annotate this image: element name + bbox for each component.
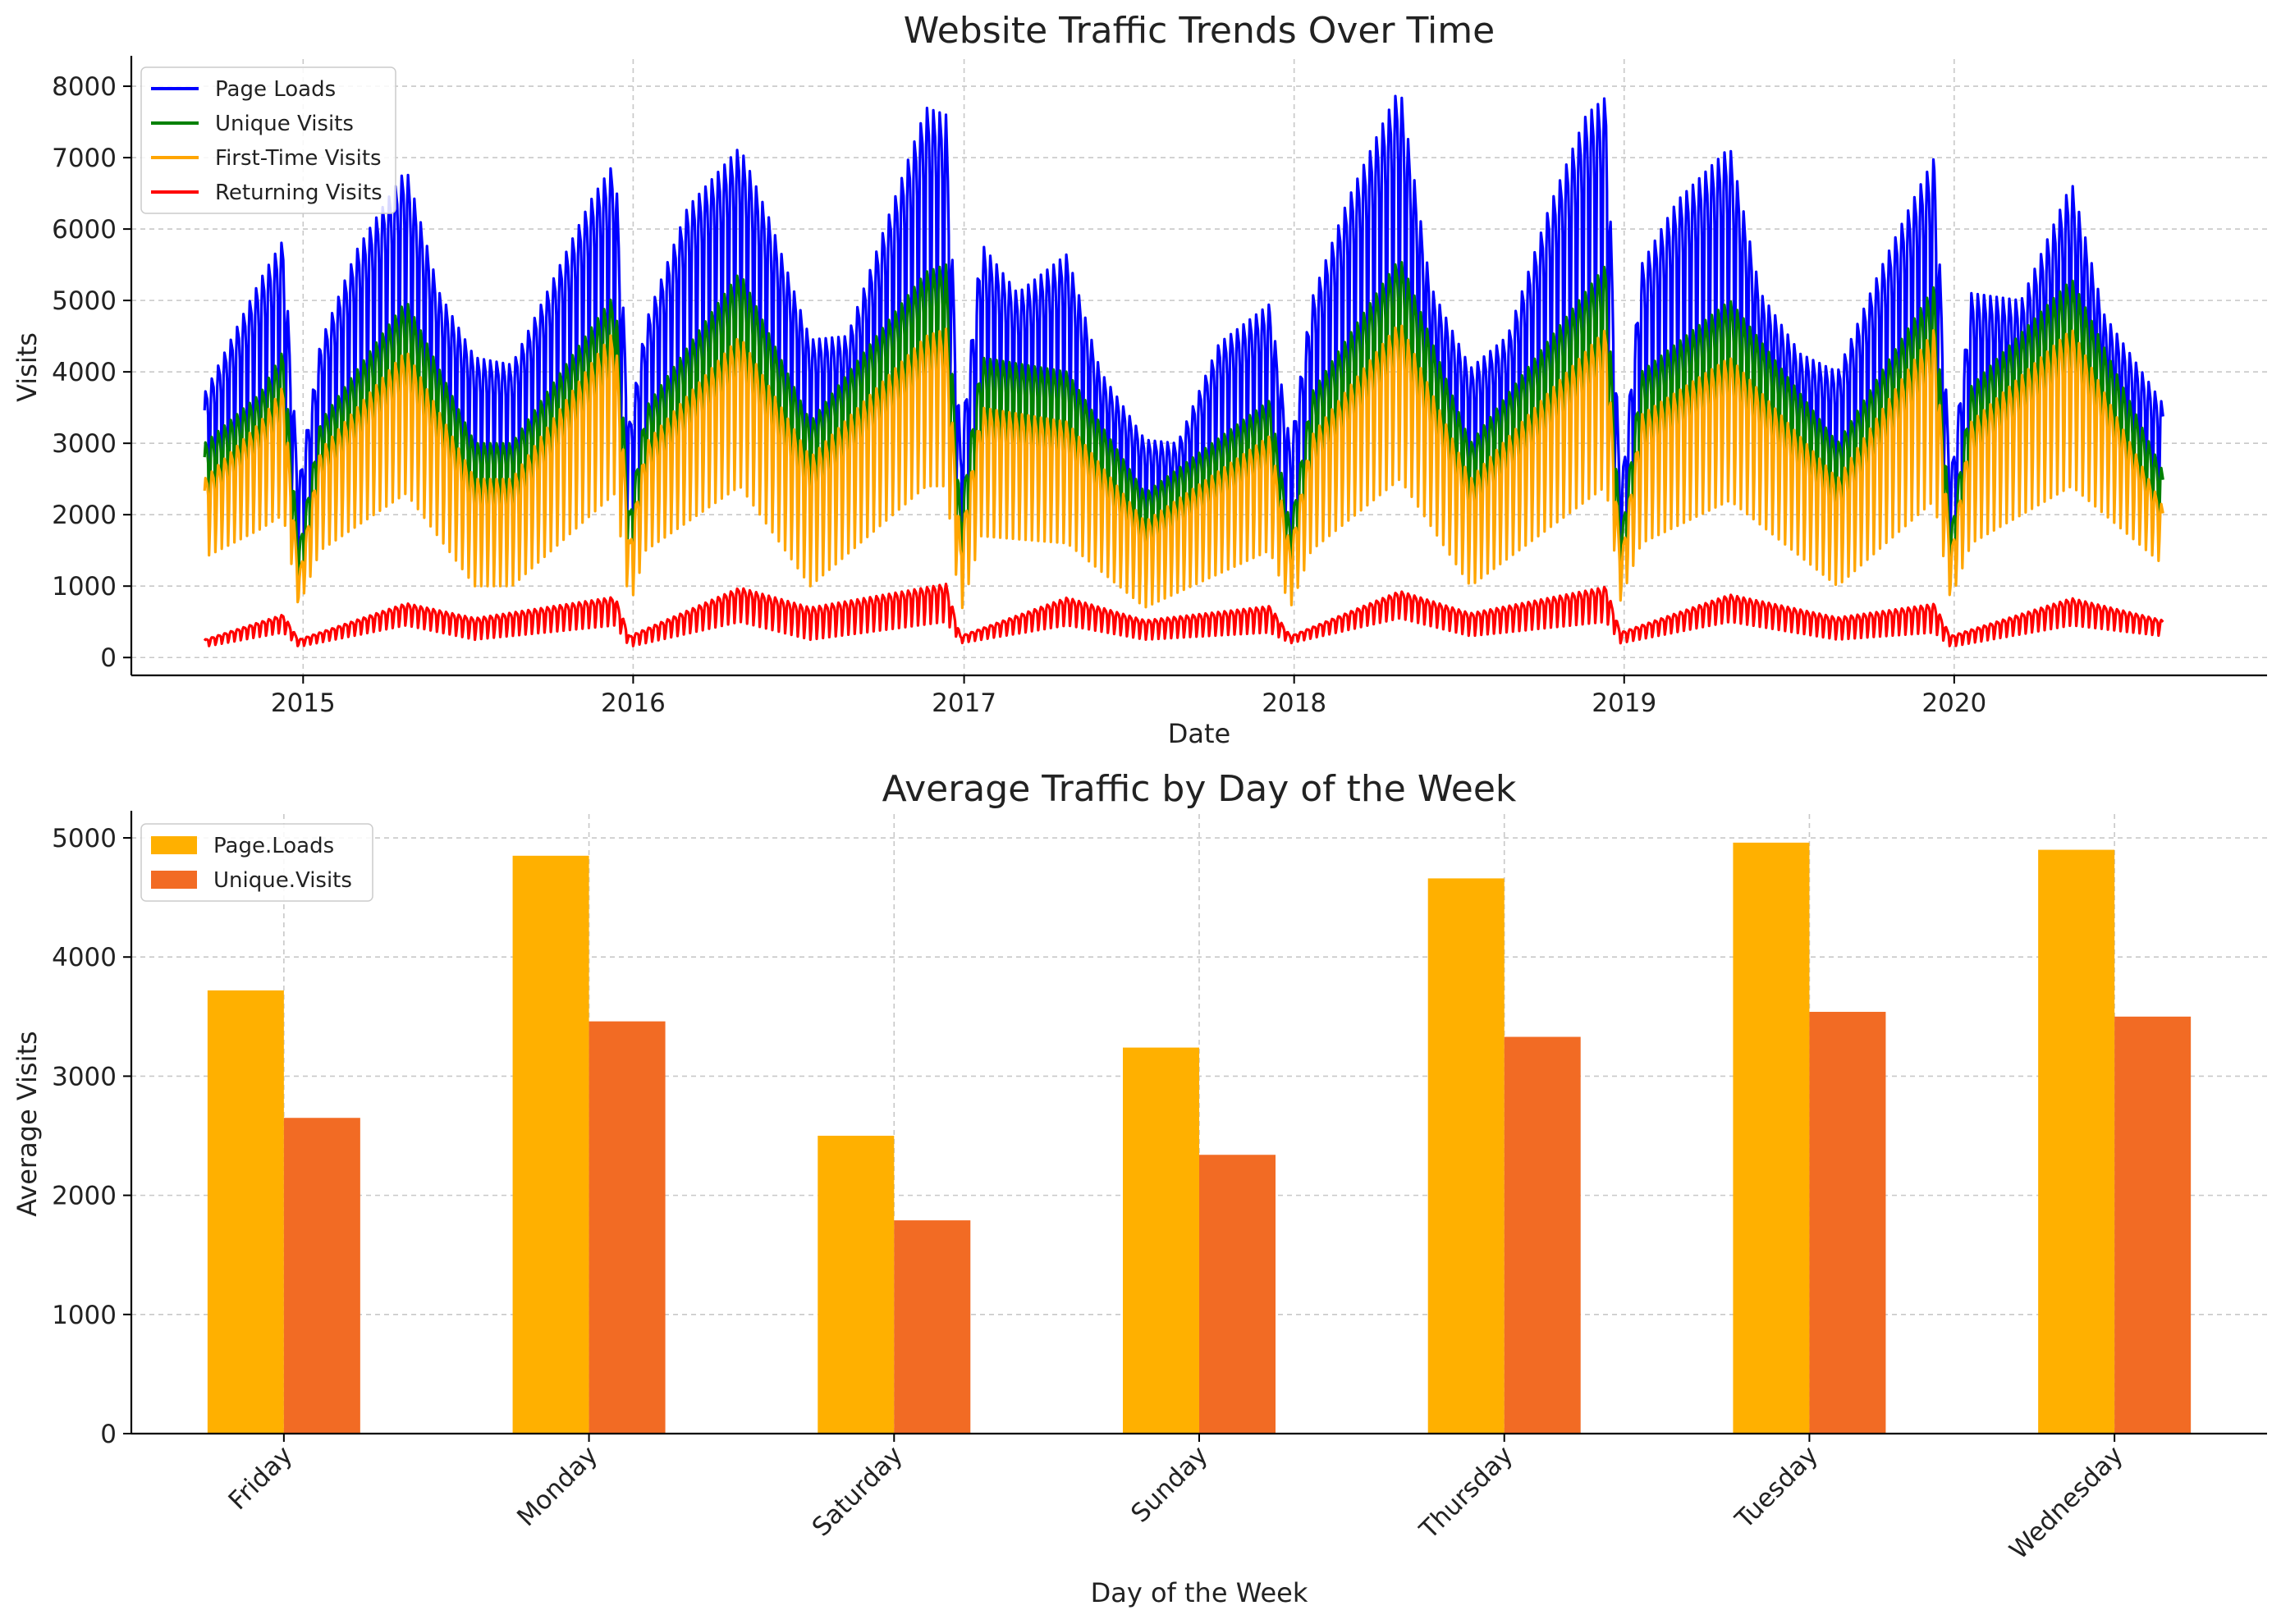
bottom-chart-title: Average Traffic by Day of the Week — [882, 768, 1517, 810]
legend-label-page-loads: Page.Loads — [213, 834, 334, 858]
bar-unique-visits-tuesday — [1809, 1012, 1886, 1434]
bar-unique-visits-wednesday — [2114, 1016, 2192, 1434]
bar-page-loads-wednesday — [2038, 849, 2115, 1434]
x-tick-label-wednesday: Wednesday — [2004, 1440, 2128, 1565]
top-axes: 2015 2016 2017 2018 2019 2020 0 1000 2000 3000 400… — [52, 56, 2267, 718]
top-chart-title: Website Traffic Trends Over Time — [904, 10, 1495, 52]
top-series-lines — [203, 94, 2164, 647]
bottom-y-axis-label: Average Visits — [11, 1031, 43, 1216]
bar-unique-visits-monday — [589, 1021, 666, 1434]
bottom-legend: Page.Loads Unique.Visits — [140, 823, 373, 902]
bottom-bars — [207, 842, 2192, 1434]
bar-page-loads-friday — [207, 990, 284, 1434]
bottom-y-tick-label: 5000 — [52, 824, 117, 853]
series-line-returning-visits — [203, 583, 2164, 647]
top-y-tick-label: 2000 — [52, 501, 117, 530]
x-tick-label-monday: Monday — [511, 1440, 603, 1532]
top-x-tick-label: 2018 — [1262, 688, 1326, 718]
bar-unique-visits-sunday — [1199, 1155, 1276, 1434]
top-x-tick-label: 2016 — [601, 688, 666, 718]
bottom-legend-box — [140, 823, 373, 902]
legend-label-unique-visits: Unique.Visits — [213, 868, 352, 893]
top-y-axis-label: Visits — [11, 332, 43, 402]
top-y-tick-label: 6000 — [52, 215, 117, 245]
top-legend: Page Loads Unique Visits First-Time Visits… — [140, 66, 396, 214]
bottom-y-tick-label: 3000 — [52, 1062, 117, 1091]
bar-page-loads-thursday — [1427, 878, 1505, 1434]
bottom-y-tick-label: 0 — [100, 1420, 117, 1449]
bar-page-loads-sunday — [1123, 1047, 1199, 1434]
bar-unique-visits-friday — [283, 1118, 360, 1434]
day-of-week-chart: 0 1000 2000 3000 4000 5000 Friday Monday Saturda… — [11, 768, 2267, 1608]
bar-page-loads-tuesday — [1733, 842, 1810, 1434]
x-tick-label-tuesday: Tuesday — [1729, 1440, 1824, 1535]
bottom-y-tick-label: 2000 — [52, 1182, 117, 1211]
series-line-first-time-visits — [203, 324, 2164, 610]
top-y-tick-label: 1000 — [52, 572, 117, 602]
legend-label-first-time-visits: First-Time Visits — [215, 146, 382, 171]
top-x-tick-label: 2020 — [1921, 688, 1986, 718]
bar-page-loads-saturday — [818, 1136, 895, 1434]
top-y-tick-label: 0 — [100, 643, 117, 673]
top-y-tick-label: 8000 — [52, 72, 117, 102]
top-y-tick-label: 3000 — [52, 429, 117, 459]
legend-swatch-unique-visits — [151, 871, 197, 889]
x-tick-label-thursday: Thursday — [1413, 1440, 1518, 1545]
top-x-tick-label: 2015 — [271, 688, 336, 718]
top-y-tick-label: 7000 — [52, 144, 117, 173]
bar-unique-visits-saturday — [894, 1220, 971, 1434]
bottom-y-tick-label: 4000 — [52, 943, 117, 972]
x-tick-label-saturday: Saturday — [807, 1440, 909, 1542]
traffic-trends-chart: 2015 2016 2017 2018 2019 2020 0 1000 2000 3000 400… — [11, 10, 2267, 749]
top-x-tick-label: 2019 — [1592, 688, 1656, 718]
top-legend-box — [140, 66, 396, 214]
top-x-axis-label: Date — [1168, 718, 1230, 749]
x-tick-label-sunday: Sunday — [1125, 1440, 1213, 1528]
x-tick-label-friday: Friday — [223, 1440, 299, 1516]
bottom-y-tick-label: 1000 — [52, 1301, 117, 1330]
bottom-x-axis-label: Day of the Week — [1091, 1577, 1308, 1608]
bar-page-loads-monday — [512, 855, 589, 1434]
top-y-tick-label: 4000 — [52, 358, 117, 387]
legend-label-page-loads: Page Loads — [215, 77, 336, 102]
bar-unique-visits-thursday — [1504, 1036, 1581, 1434]
legend-swatch-page-loads — [151, 836, 197, 854]
legend-label-returning-visits: Returning Visits — [215, 181, 382, 205]
top-y-tick-label: 5000 — [52, 286, 117, 316]
top-x-tick-label: 2017 — [932, 688, 996, 718]
legend-label-unique-visits: Unique Visits — [215, 112, 354, 136]
